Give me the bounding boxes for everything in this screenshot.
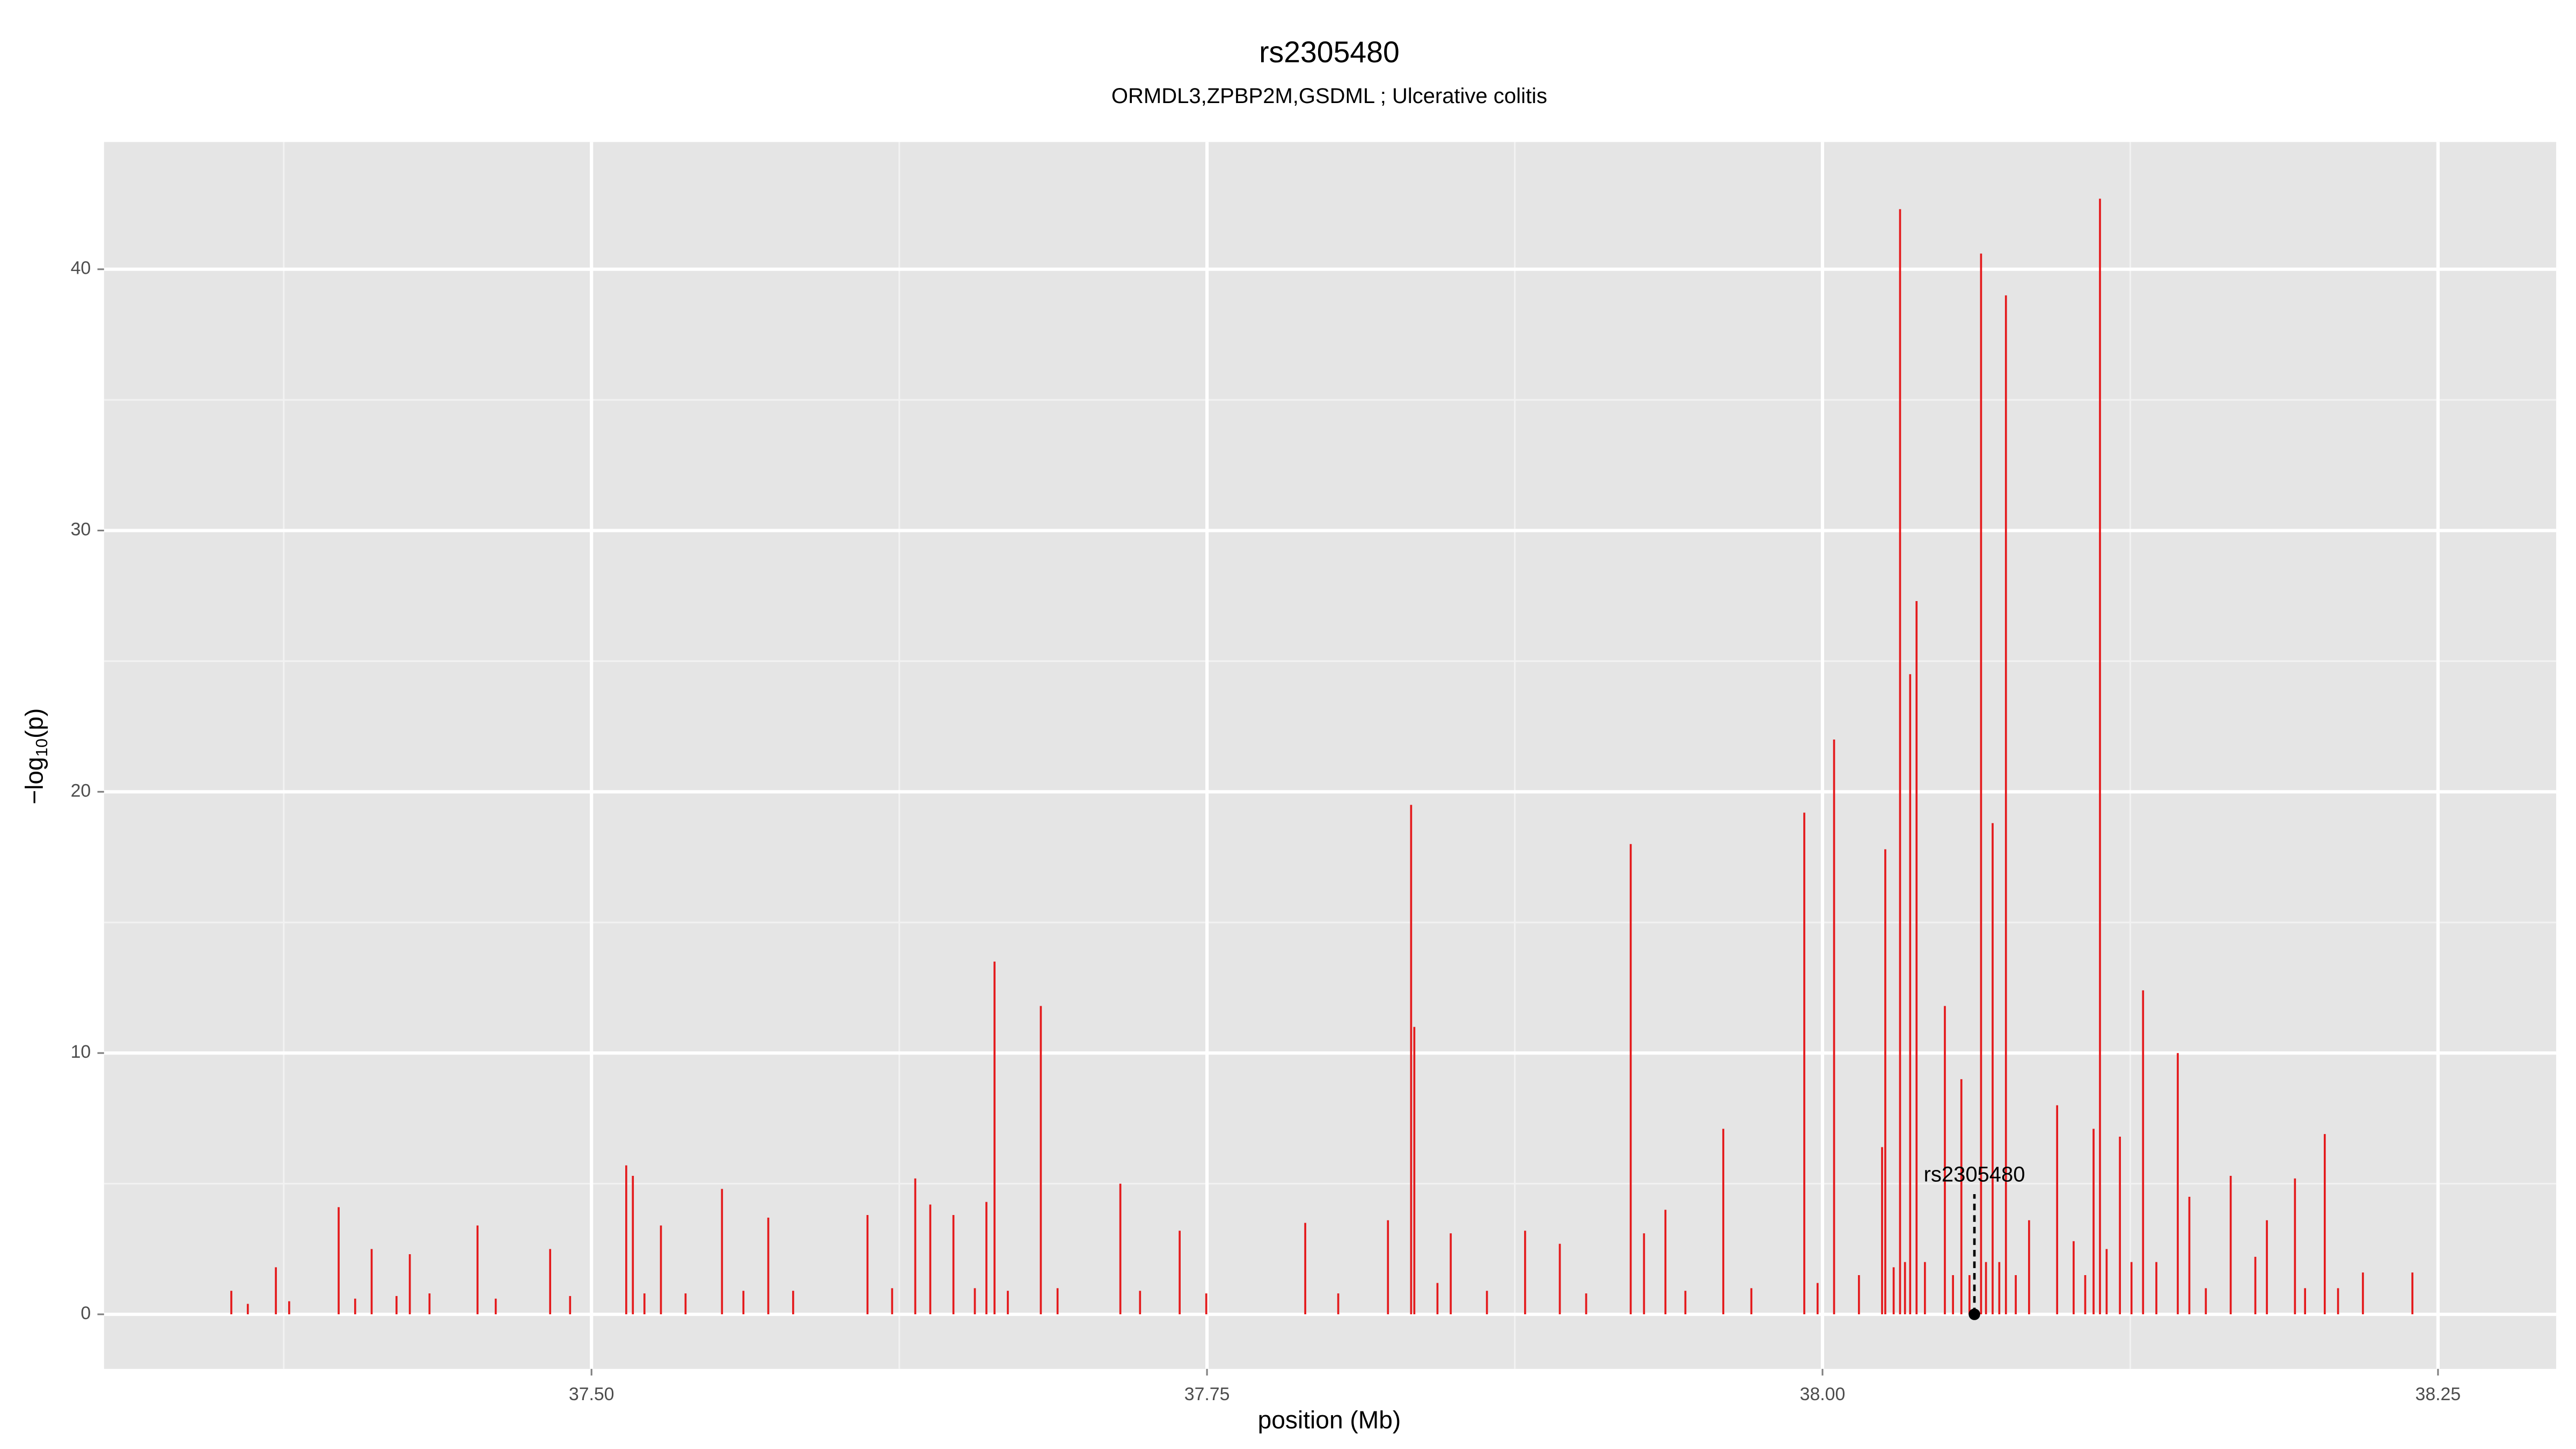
plot-panel: [104, 142, 2557, 1369]
x-tick-label: 37.50: [569, 1384, 614, 1404]
x-tick-label: 37.75: [1184, 1384, 1230, 1404]
highlight-point: [1968, 1308, 1980, 1320]
x-tick-label: 38.00: [1800, 1384, 1846, 1404]
chart-title: rs2305480: [1259, 35, 1400, 69]
y-axis-label: −log10(p): [20, 708, 51, 804]
grid: [104, 142, 2557, 1369]
chart-subtitle: ORMDL3,ZPBP2M,GSDML ; Ulcerative colitis: [1111, 84, 1547, 108]
y-tick-label: 40: [71, 258, 91, 279]
y-axis-label-base: −log: [20, 757, 48, 804]
x-axis-label: position (Mb): [1258, 1406, 1401, 1433]
y-tick-label: 30: [71, 519, 91, 539]
y-tick-label: 20: [71, 780, 91, 801]
highlight-label: rs2305480: [1924, 1163, 2025, 1187]
x-tick-label: 38.25: [2416, 1384, 2461, 1404]
y-tick-label: 0: [80, 1303, 91, 1323]
y-tick-label: 10: [71, 1042, 91, 1062]
y-axis-label-tail: (p): [20, 708, 48, 738]
marks: rs2305480: [230, 199, 2414, 1320]
y-axis-label-sub: 10: [32, 738, 51, 757]
